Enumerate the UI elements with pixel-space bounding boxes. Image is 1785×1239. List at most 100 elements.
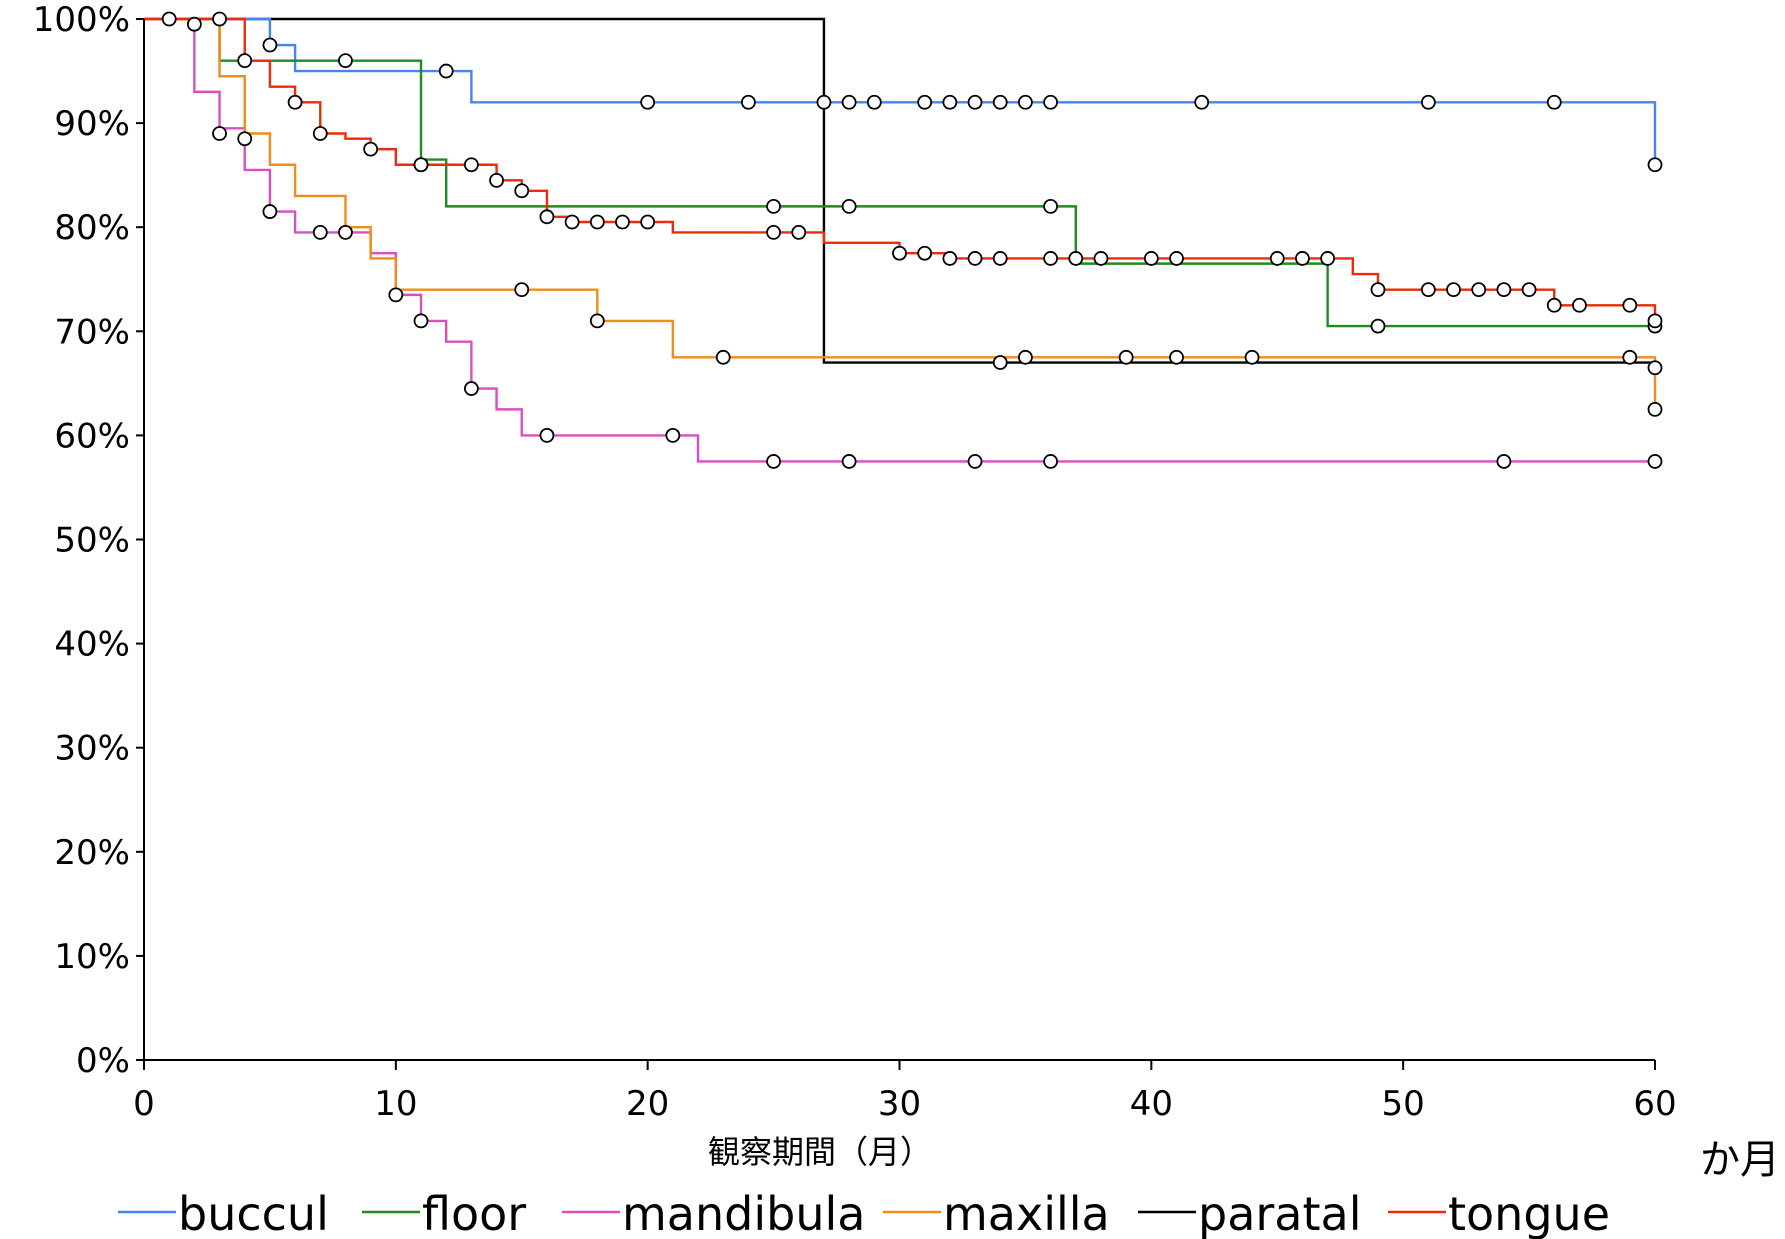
censor-marker-maxilla	[1018, 349, 1033, 365]
censor-marker-tongue	[1546, 297, 1562, 313]
censor-marker-tongue	[766, 225, 781, 240]
series-line-paratal	[144, 17, 1655, 364]
y-tick-label: 70%	[54, 312, 130, 352]
censor-marker-tongue	[615, 214, 630, 230]
legend-label-buccul: buccul	[178, 1187, 329, 1239]
censor-marker-tongue	[539, 209, 555, 225]
censor-marker-buccul	[1043, 94, 1058, 110]
censor-marker-buccul	[1546, 94, 1562, 110]
censor-marker-buccul	[866, 94, 882, 110]
censor-marker-maxilla	[1647, 401, 1663, 417]
censor-marker-mandibula	[1647, 454, 1663, 469]
censor-marker-tongue	[1269, 251, 1285, 266]
censor-marker-buccul	[942, 94, 958, 110]
censor-marker-mandibula	[463, 381, 479, 396]
censor-marker-tongue	[1169, 251, 1184, 266]
censor-marker-maxilla	[514, 282, 530, 298]
x-tick-label: 30	[878, 1084, 921, 1124]
censor-marker-mandibula	[186, 16, 202, 32]
censor-marker-paratal	[212, 11, 227, 27]
censor-marker-tongue	[1420, 282, 1436, 298]
censor-marker-mandibula	[212, 126, 227, 141]
censor-marker-mandibula	[766, 454, 781, 469]
censor-marker-tongue	[640, 214, 656, 230]
y-tick-label: 30%	[54, 729, 130, 769]
censor-marker-tongue	[1093, 251, 1109, 266]
censor-marker-buccul	[1194, 94, 1210, 110]
legend-label-mandibula: mandibula	[622, 1187, 865, 1239]
censor-marker-tongue	[1471, 282, 1487, 298]
censor-marker-tongue	[1370, 282, 1386, 298]
censor-marker-buccul	[816, 94, 832, 110]
censor-marker-tongue	[463, 157, 479, 173]
censor-marker-tongue	[1320, 251, 1336, 266]
censor-marker-tongue	[967, 251, 983, 266]
legend-label-paratal: paratal	[1198, 1187, 1362, 1239]
censor-layer	[161, 11, 1663, 469]
censor-marker-tongue	[1446, 282, 1461, 298]
censor-marker-tongue	[1068, 251, 1084, 266]
censor-marker-tongue	[413, 157, 429, 173]
censor-marker-maxilla	[1118, 349, 1134, 365]
censor-marker-maxilla	[1622, 349, 1638, 365]
series-line-buccul	[144, 17, 1657, 165]
censor-marker-tongue	[363, 141, 379, 157]
censor-marker-mandibula	[1043, 454, 1058, 469]
censor-marker-tongue	[942, 251, 958, 266]
censor-marker-buccul	[992, 94, 1008, 110]
censor-marker-buccul	[1647, 157, 1663, 173]
censor-marker-tongue	[892, 245, 907, 261]
censor-marker-mandibula	[841, 454, 857, 469]
censor-marker-tongue	[992, 251, 1008, 266]
x-tick-label: 0	[133, 1084, 155, 1124]
censor-marker-mandibula	[413, 313, 429, 329]
x-tick-label: 20	[626, 1084, 669, 1124]
censor-marker-mandibula	[539, 427, 555, 443]
censor-marker-tongue	[1295, 251, 1310, 266]
censor-marker-tongue	[1572, 297, 1587, 313]
series-line-tongue	[144, 17, 1657, 321]
censor-marker-tongue	[237, 53, 253, 69]
censor-marker-tongue	[1496, 282, 1512, 298]
censor-marker-buccul	[1420, 94, 1436, 110]
censor-marker-buccul	[1018, 94, 1033, 110]
censor-marker-tongue	[1622, 297, 1638, 313]
censor-marker-maxilla	[1244, 349, 1260, 365]
censor-marker-tongue	[1043, 251, 1058, 266]
legend: buccul floor mandibula maxilla paratal tongue	[118, 1187, 1610, 1239]
censor-marker-mandibula	[1496, 454, 1512, 469]
censor-marker-buccul	[967, 94, 983, 110]
censor-marker-tongue	[589, 214, 605, 230]
censor-marker-buccul	[438, 63, 454, 79]
y-tick-label: 80%	[54, 208, 130, 248]
censor-marker-maxilla	[237, 131, 253, 147]
x-tick-label: 60	[1633, 1084, 1676, 1124]
censor-marker-maxilla	[1169, 349, 1184, 365]
censor-marker-buccul	[917, 94, 933, 110]
censor-marker-floor	[1370, 318, 1386, 334]
censor-marker-tongue	[514, 183, 530, 199]
censor-marker-maxilla	[589, 313, 605, 329]
x-axis-title: 観察期間（月）	[708, 1133, 932, 1171]
censor-marker-tongue	[791, 225, 807, 240]
x-tick-label: 40	[1130, 1084, 1173, 1124]
censor-marker-tongue	[161, 11, 177, 27]
censor-marker-tongue	[312, 126, 328, 141]
censor-marker-mandibula	[262, 204, 278, 219]
censor-marker-buccul	[262, 37, 278, 53]
censor-marker-mandibula	[967, 454, 983, 469]
y-tick-label: 100%	[33, 0, 130, 40]
censor-marker-floor	[338, 53, 353, 69]
censor-marker-buccul	[741, 94, 756, 110]
axes-layer	[143, 19, 1655, 1061]
x-tick-label: 10	[374, 1084, 417, 1124]
y-tick-label: 10%	[54, 937, 130, 977]
censor-marker-tongue	[489, 172, 504, 188]
series-line-maxilla	[144, 17, 1657, 410]
series-line-floor	[144, 17, 1655, 328]
y-tick-label: 60%	[54, 416, 130, 456]
y-tick-label: 20%	[54, 833, 130, 873]
censor-marker-tongue	[1521, 282, 1537, 298]
censor-marker-buccul	[640, 94, 656, 110]
